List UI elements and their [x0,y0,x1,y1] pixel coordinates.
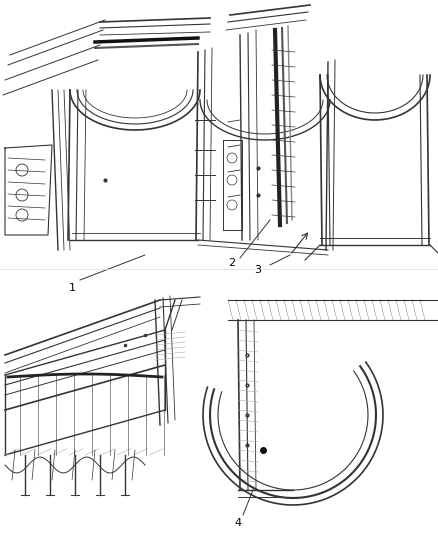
Text: 4: 4 [234,518,242,528]
Text: 2: 2 [229,258,236,268]
Text: 1: 1 [68,283,75,293]
Text: 3: 3 [254,265,261,275]
